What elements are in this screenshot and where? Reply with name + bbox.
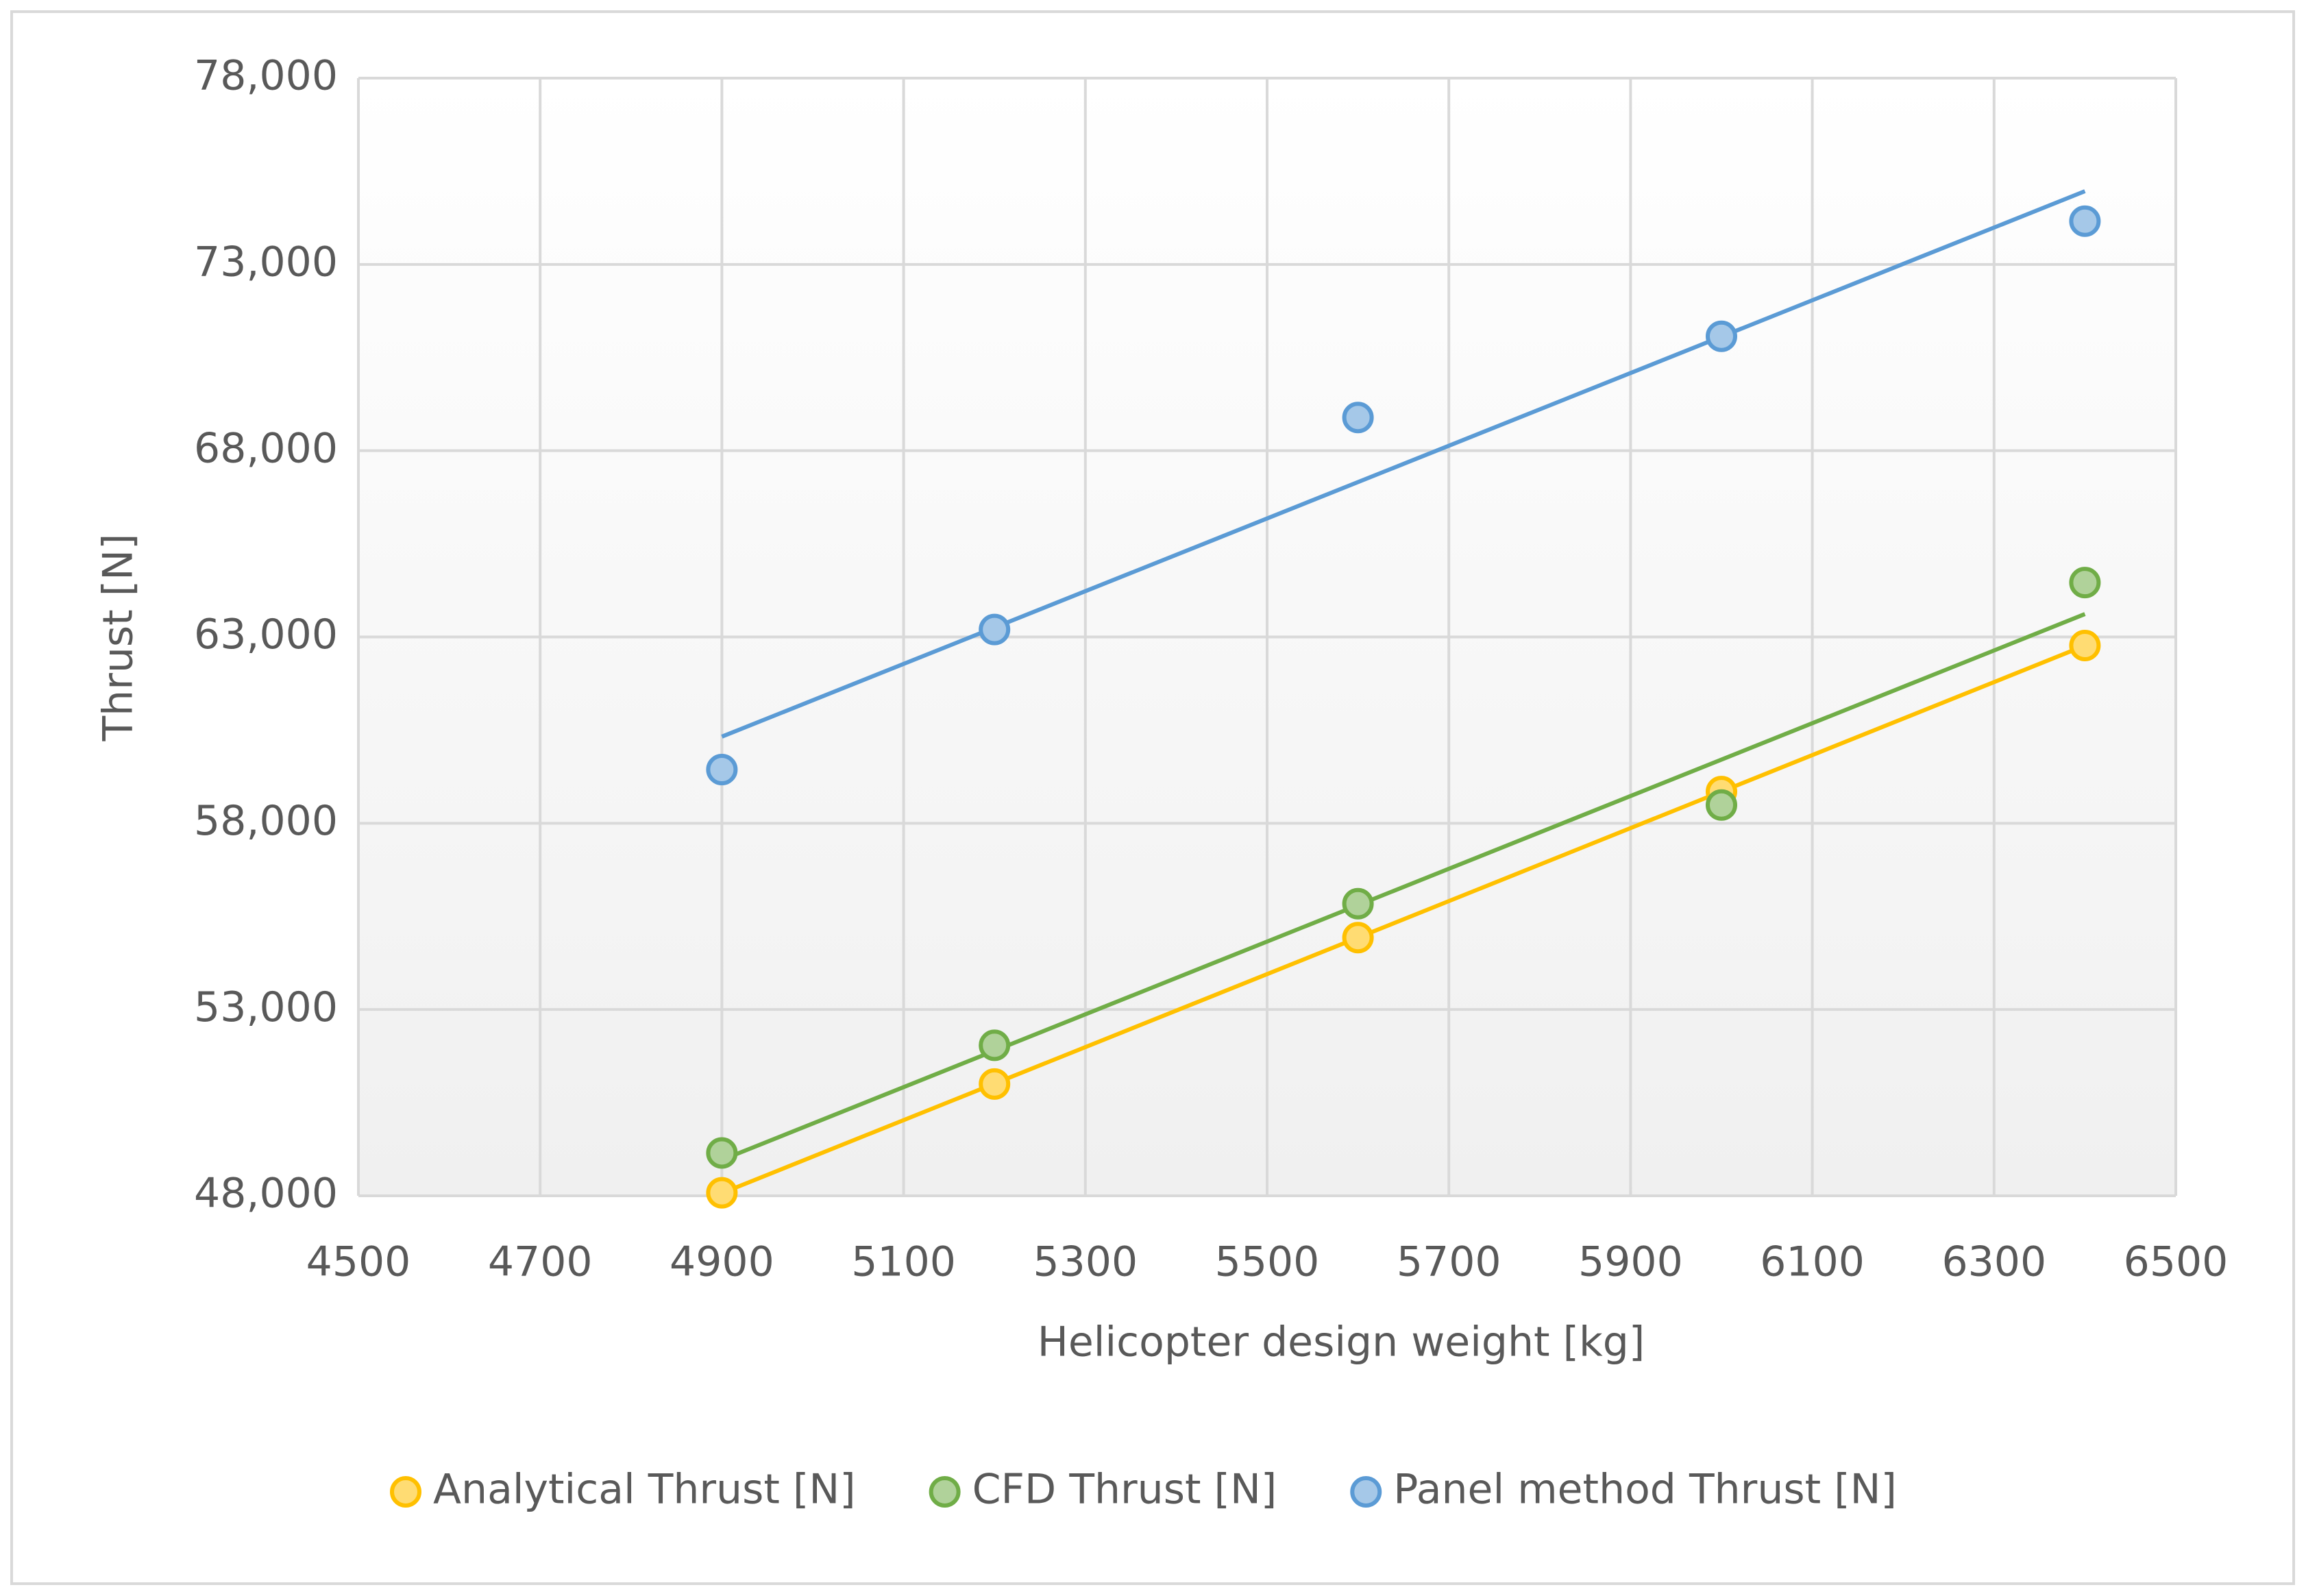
data-point bbox=[1342, 402, 1374, 434]
data-point bbox=[1706, 789, 1737, 821]
data-point bbox=[1706, 320, 1737, 352]
y-tick-label: 58,000 bbox=[194, 797, 338, 845]
y-tick-label: 73,000 bbox=[194, 238, 338, 286]
data-point bbox=[706, 754, 738, 786]
y-tick-label: 48,000 bbox=[194, 1170, 338, 1218]
trendline bbox=[721, 189, 2086, 739]
legend-marker bbox=[929, 1476, 961, 1508]
x-tick-label: 4900 bbox=[670, 1238, 774, 1286]
data-point bbox=[1342, 887, 1374, 920]
legend-marker bbox=[1350, 1476, 1382, 1508]
data-point bbox=[706, 1177, 738, 1209]
y-axis-title: Thrust [N] bbox=[95, 534, 143, 742]
x-tick-label: 4700 bbox=[488, 1238, 593, 1286]
x-tick-label: 5900 bbox=[1578, 1238, 1683, 1286]
data-point bbox=[2069, 630, 2101, 662]
y-tick-label: 78,000 bbox=[194, 52, 338, 100]
trendline bbox=[721, 612, 2086, 1162]
y-tick-label: 53,000 bbox=[194, 983, 338, 1031]
y-tick-label: 63,000 bbox=[194, 611, 338, 659]
trendline bbox=[721, 643, 2086, 1195]
data-point bbox=[706, 1137, 738, 1169]
legend-label: CFD Thrust [N] bbox=[972, 1466, 1277, 1514]
data-point bbox=[2069, 567, 2101, 599]
data-point bbox=[979, 1029, 1011, 1061]
x-tick-label: 5700 bbox=[1397, 1238, 1501, 1286]
x-axis-title: Helicopter design weight [kg] bbox=[1038, 1318, 1645, 1366]
data-point bbox=[979, 1068, 1011, 1100]
x-tick-label: 6300 bbox=[1941, 1238, 2046, 1286]
data-point bbox=[1342, 922, 1374, 954]
legend-label: Panel method Thrust [N] bbox=[1393, 1466, 1897, 1514]
legend-label: Analytical Thrust [N] bbox=[433, 1466, 856, 1514]
data-point bbox=[2069, 205, 2101, 237]
x-tick-label: 6100 bbox=[1760, 1238, 1865, 1286]
y-tick-label: 68,000 bbox=[194, 424, 338, 472]
data-point bbox=[979, 613, 1011, 646]
legend-marker bbox=[390, 1476, 421, 1508]
x-tick-label: 5300 bbox=[1033, 1238, 1138, 1286]
x-tick-label: 5100 bbox=[851, 1238, 956, 1286]
x-tick-label: 6500 bbox=[2124, 1238, 2229, 1286]
x-tick-label: 5500 bbox=[1215, 1238, 1320, 1286]
x-tick-label: 4500 bbox=[306, 1238, 411, 1286]
